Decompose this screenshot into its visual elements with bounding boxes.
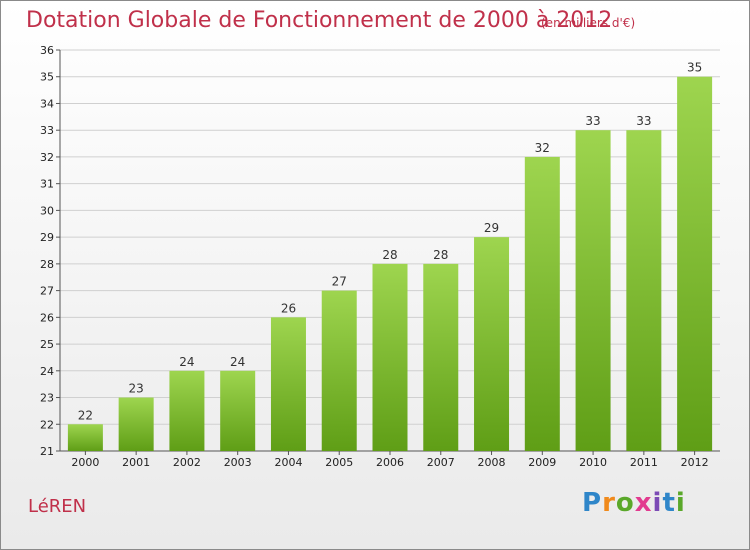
y-tick-label: 21 bbox=[40, 445, 54, 458]
x-tick-label: 2012 bbox=[681, 456, 709, 469]
y-tick-label: 25 bbox=[40, 338, 54, 351]
data-label: 22 bbox=[78, 408, 93, 422]
y-tick-label: 26 bbox=[40, 311, 54, 324]
x-tick-label: 2003 bbox=[224, 456, 252, 469]
bar bbox=[270, 317, 306, 451]
bar bbox=[474, 237, 510, 451]
bar bbox=[575, 130, 611, 451]
bars bbox=[67, 76, 713, 451]
y-tick-label: 33 bbox=[40, 124, 54, 137]
logo-letter: r bbox=[602, 488, 616, 518]
data-label: 27 bbox=[332, 275, 347, 289]
y-tick-label: 23 bbox=[40, 392, 54, 405]
bar bbox=[423, 263, 459, 451]
data-label: 33 bbox=[636, 114, 651, 128]
logo-letter: i bbox=[675, 488, 686, 518]
data-label: 24 bbox=[230, 355, 245, 369]
y-tick-label: 28 bbox=[40, 258, 54, 271]
bar bbox=[372, 263, 408, 451]
x-tick-label: 2001 bbox=[122, 456, 150, 469]
data-label: 23 bbox=[129, 382, 144, 396]
logo-letter: P bbox=[582, 488, 603, 518]
chart-subtitle: (en milliers d'€) bbox=[541, 16, 636, 30]
labels: 21 22 23 24 25 26 27 28 29 30 31 32 33 34 35 36 22 2000 23… bbox=[40, 44, 709, 469]
y-tick-label: 29 bbox=[40, 231, 54, 244]
data-label: 29 bbox=[484, 221, 499, 235]
data-label: 28 bbox=[433, 248, 448, 262]
x-tick-label: 2008 bbox=[478, 456, 506, 469]
logo-letter: i bbox=[652, 488, 663, 518]
logo-letter: x bbox=[634, 488, 653, 518]
y-tick-label: 34 bbox=[40, 97, 54, 110]
y-tick-label: 27 bbox=[40, 285, 54, 298]
y-tick-label: 32 bbox=[40, 151, 54, 164]
y-tick-label: 35 bbox=[40, 71, 54, 84]
x-tick-label: 2006 bbox=[376, 456, 404, 469]
place-name: LéREN bbox=[28, 496, 87, 517]
x-tick-label: 2010 bbox=[579, 456, 607, 469]
bar bbox=[118, 397, 154, 451]
data-label: 28 bbox=[382, 248, 397, 262]
x-tick-label: 2009 bbox=[528, 456, 556, 469]
bar bbox=[321, 290, 357, 451]
data-label: 35 bbox=[687, 61, 702, 75]
data-label: 32 bbox=[535, 141, 550, 155]
x-tick-label: 2004 bbox=[274, 456, 302, 469]
chart-title: Dotation Globale de Fonctionnement de 20… bbox=[26, 8, 613, 33]
data-label: 26 bbox=[281, 301, 296, 315]
logo-letter: o bbox=[615, 488, 635, 518]
bar bbox=[169, 370, 205, 451]
bar bbox=[677, 76, 713, 451]
data-label: 33 bbox=[585, 114, 600, 128]
y-tick-label: 36 bbox=[40, 44, 54, 57]
x-tick-label: 2007 bbox=[427, 456, 455, 469]
bar bbox=[626, 130, 662, 451]
bar bbox=[67, 424, 103, 451]
x-tick-label: 2005 bbox=[325, 456, 353, 469]
data-label: 24 bbox=[179, 355, 194, 369]
x-tick-label: 2002 bbox=[173, 456, 201, 469]
x-tick-label: 2011 bbox=[630, 456, 658, 469]
bar bbox=[524, 156, 560, 451]
proxiti-logo: Proxiti bbox=[582, 488, 686, 518]
y-tick-label: 22 bbox=[40, 418, 54, 431]
logo-letter: t bbox=[662, 488, 676, 518]
bar bbox=[220, 370, 256, 451]
y-tick-label: 31 bbox=[40, 178, 54, 191]
y-tick-label: 24 bbox=[40, 365, 54, 378]
x-tick-label: 2000 bbox=[71, 456, 99, 469]
y-tick-label: 30 bbox=[40, 204, 54, 217]
